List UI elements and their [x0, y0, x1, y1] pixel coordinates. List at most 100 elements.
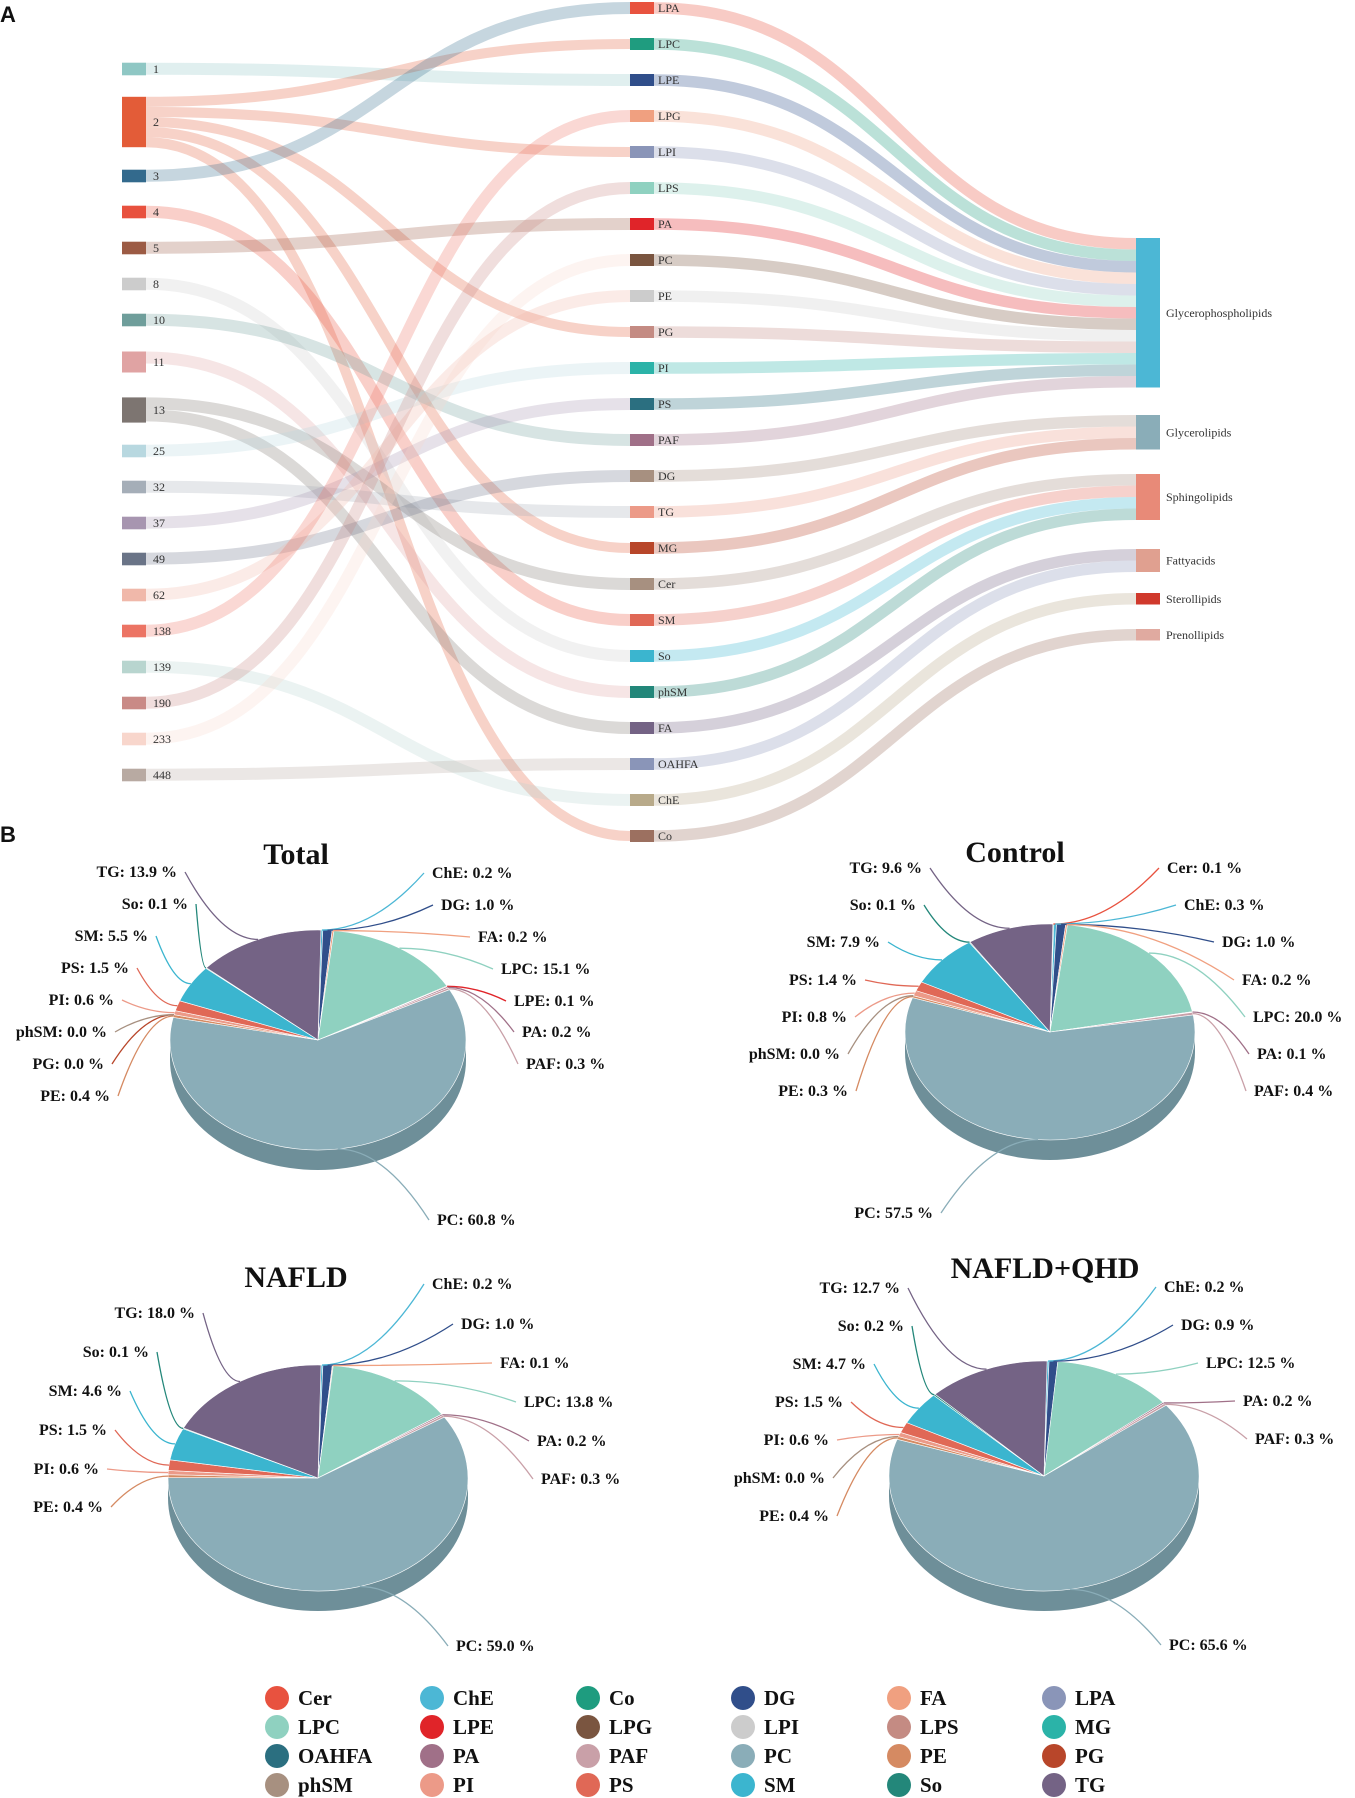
pie-leader-line: [121, 999, 175, 1014]
sankey-nodes: 1 2 3 4 5 8 10 11 13 25 32 37 49 62 138 139 190 233 448 LPA…: [122, 1, 1272, 843]
sankey-category-label: Glycerophospholipids: [1166, 306, 1272, 320]
sankey-class-lpc: [630, 38, 654, 50]
sankey-source-label: 233: [153, 732, 171, 746]
sankey-class-label: LPE: [658, 73, 679, 87]
panel-label-a: A: [0, 2, 16, 27]
pie-leader-line: [1053, 867, 1160, 925]
pie-leader-line: [359, 1585, 449, 1647]
sankey-link-che-sterollipids: [653, 593, 1137, 806]
pie-leader-line: [327, 904, 434, 931]
legend-swatch-pa: [420, 1744, 444, 1768]
sankey-category-sphingolipids: [1136, 474, 1160, 520]
pie-leader-line: [1066, 924, 1235, 981]
pie-leader-line: [836, 1433, 900, 1441]
pie-leader-line: [1165, 1403, 1248, 1440]
pie-data-label: PS: 1.5 %: [775, 1394, 843, 1411]
pie-leader-line: [195, 903, 207, 969]
sankey-link-3-lpa: [145, 2, 631, 182]
pie-leader-line: [442, 1414, 530, 1442]
pie-data-label: LPC: 20.0 %: [1253, 1009, 1342, 1026]
pie-data-label: TG: 13.9 %: [97, 864, 177, 881]
sankey-class-label: ChE: [658, 793, 679, 807]
sankey-link-2-lpi: [145, 106, 631, 158]
pie-leader-line: [1148, 952, 1246, 1018]
pie-leader-line: [337, 1148, 430, 1221]
pie-charts: Total ChE: 0.2 % DG: 1.0 % FA: 0.2 % LPC: 15…: [16, 836, 1342, 1655]
pie-data-label: PA: 0.2 %: [1243, 1393, 1312, 1410]
sankey-source-3: [122, 169, 146, 183]
sankey-source-2: [122, 96, 146, 148]
sankey-category-label: Fattyacids: [1166, 554, 1216, 568]
pie-data-label: PC: 65.6 %: [1169, 1637, 1248, 1654]
sankey-link-4-sm: [145, 205, 631, 626]
pie-slice-pc: [167, 1416, 469, 1592]
legend-label: PS: [609, 1773, 634, 1797]
legend-label: PA: [453, 1744, 480, 1768]
legend-swatch-co: [576, 1686, 600, 1710]
sankey-category-glycerolipids: [1136, 415, 1160, 450]
pie-data-label: PE: 0.4 %: [33, 1499, 103, 1516]
sankey-class-label: DG: [658, 469, 676, 483]
pie-leader-line: [327, 1323, 454, 1366]
pie-leader-line: [1048, 1286, 1157, 1362]
pie-slice-pc: [169, 989, 467, 1151]
legend-label: So: [920, 1773, 942, 1797]
sankey-class-label: Cer: [658, 577, 675, 591]
pie-side: [905, 1032, 1195, 1160]
pie-side: [170, 1040, 466, 1170]
sankey-link-oahfa-fattyacids: [653, 560, 1137, 770]
pie-nafld-qhd: NAFLD+QHD ChE: 0.2 % DG: 0.9 % LPC: 12.5 % P…: [734, 1252, 1334, 1654]
pie-data-label: PC: 59.0 %: [456, 1638, 535, 1655]
pie-data-label: FA: 0.2 %: [1242, 972, 1311, 989]
sankey-link-sm-sphingolipids: [653, 485, 1137, 626]
sankey-source-label: 25: [153, 444, 165, 458]
legend-swatch-lpe: [420, 1715, 444, 1739]
pie-data-label: So: 0.2 %: [838, 1318, 904, 1335]
sankey-link-13-fa: [145, 409, 631, 734]
sankey-class-ps: [630, 398, 654, 410]
sankey-source-label: 10: [153, 313, 165, 327]
pie-leader-line: [832, 1435, 899, 1479]
legend-label: FA: [920, 1686, 947, 1710]
sankey-class-lps: [630, 182, 654, 194]
pie-leader-line: [1053, 1324, 1174, 1362]
sankey-link-138-lpg: [145, 110, 631, 637]
pie-leader-line: [136, 967, 178, 1007]
pie-leader-line: [114, 1429, 169, 1466]
sankey-link-paf-glycerophospholipids: [653, 376, 1137, 446]
pie-control: Control Cer: 0.1 % ChE: 0.3 % DG: 1.0 % FA: …: [749, 836, 1342, 1222]
pie-slice-pc: [904, 997, 1196, 1141]
pie-leader-line: [114, 1014, 174, 1033]
legend-label: PC: [764, 1744, 792, 1768]
legend-swatch-paf: [576, 1744, 600, 1768]
sankey-class-fa: [630, 722, 654, 734]
sankey-source-label: 138: [153, 624, 171, 638]
pie-leader-line: [447, 985, 507, 1002]
sankey-link-lpi-glycerophospholipids: [653, 146, 1137, 296]
sankey-link-37-ps: [145, 398, 631, 529]
sankey-class-label: LPI: [658, 145, 676, 159]
pie-leader-line: [321, 1283, 425, 1366]
pie-data-label: PAF: 0.3 %: [541, 1471, 620, 1488]
legend-label: LPI: [764, 1715, 799, 1739]
pie-leader-line: [117, 1015, 174, 1097]
sankey-link-so-sphingolipids: [653, 497, 1137, 662]
sankey-class-pe: [630, 290, 654, 302]
sankey-source-label: 139: [153, 660, 171, 674]
sankey-class-mg: [630, 542, 654, 554]
sankey-link-1-lpe: [145, 62, 631, 86]
sankey-link-190-lps: [145, 182, 631, 709]
pie-leader-line: [184, 871, 259, 941]
pie-data-label: PC: 57.5 %: [854, 1205, 933, 1222]
pie-leader-line: [110, 1475, 169, 1508]
pie-data-label: PI: 0.6 %: [49, 992, 114, 1009]
sankey-class-lpi: [630, 146, 654, 158]
sankey-class-oahfa: [630, 758, 654, 770]
sankey-link-2-co: [145, 137, 631, 842]
pie-leader-line: [202, 1312, 241, 1383]
sankey-class-label: TG: [658, 505, 674, 519]
legend-swatch-so: [887, 1773, 911, 1797]
sankey-class-label: LPA: [658, 1, 680, 15]
sankey-source-49: [122, 552, 146, 566]
sankey-link-62-pe: [145, 290, 631, 601]
